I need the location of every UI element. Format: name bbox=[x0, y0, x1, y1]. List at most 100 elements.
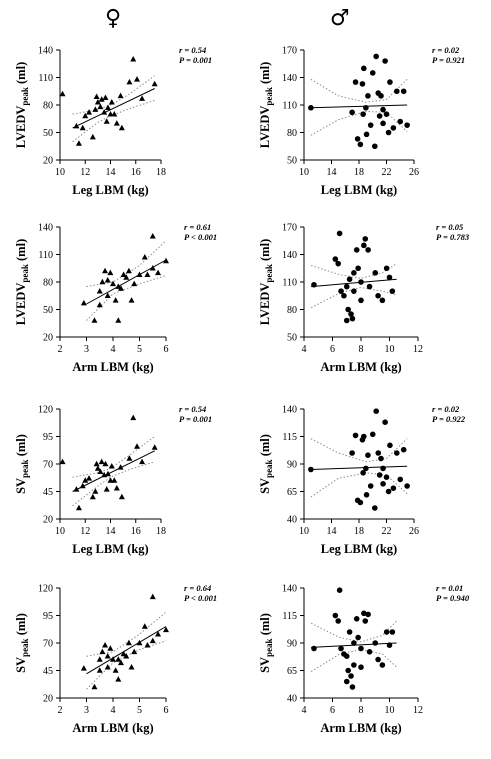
data-point bbox=[86, 109, 93, 115]
y-tick-label: 45 bbox=[43, 666, 53, 677]
male-symbol: ♂ bbox=[330, 6, 350, 31]
y-axis-label-unit: (ml) bbox=[258, 613, 272, 638]
y-axis-label-unit: (ml) bbox=[14, 62, 28, 87]
data-point bbox=[375, 292, 381, 299]
data-point bbox=[73, 486, 80, 492]
stat-p: P < 0.001 bbox=[184, 232, 217, 242]
x-axis-label: Leg LBM (kg) bbox=[72, 183, 148, 197]
x-tick-label: 16 bbox=[131, 526, 141, 537]
data-point bbox=[115, 656, 122, 662]
data-point bbox=[383, 111, 390, 117]
ci-upper-band bbox=[310, 620, 397, 643]
x-tick-label: 5 bbox=[137, 344, 142, 355]
x-tick-label: 5 bbox=[137, 705, 142, 716]
stat-p: P = 0.921 bbox=[432, 55, 465, 65]
data-point bbox=[335, 618, 342, 624]
ci-lower-band bbox=[310, 649, 397, 673]
ci-lower-band bbox=[86, 640, 167, 690]
ci-upper-band bbox=[86, 240, 167, 288]
regression-line bbox=[72, 88, 155, 129]
data-point bbox=[103, 486, 110, 492]
data-point bbox=[115, 676, 122, 682]
data-point bbox=[372, 143, 378, 150]
data-point bbox=[378, 93, 384, 99]
ci-lower-band bbox=[310, 472, 408, 498]
x-tick-label: 6 bbox=[164, 705, 169, 716]
y-axis-label: LVEDVpeak (ml) bbox=[14, 239, 30, 325]
data-point bbox=[345, 306, 351, 313]
data-point bbox=[80, 299, 87, 306]
data-point bbox=[107, 477, 114, 483]
stat-p: P < 0.001 bbox=[184, 593, 217, 603]
x-tick-label: 3 bbox=[84, 344, 89, 355]
data-point bbox=[397, 118, 404, 125]
data-point bbox=[369, 70, 376, 76]
data-point bbox=[86, 475, 93, 481]
data-point bbox=[375, 656, 381, 663]
data-point bbox=[348, 673, 354, 679]
y-tick-label: 120 bbox=[38, 584, 53, 595]
data-point bbox=[380, 120, 386, 127]
data-point bbox=[353, 616, 360, 622]
data-point bbox=[104, 664, 111, 670]
y-tick-label: 80 bbox=[43, 278, 53, 289]
data-point bbox=[387, 79, 393, 85]
data-point bbox=[94, 465, 101, 471]
data-point bbox=[385, 129, 392, 136]
x-axis-label: Arm LBM (kg) bbox=[72, 360, 153, 374]
data-point bbox=[367, 483, 374, 489]
data-point bbox=[358, 664, 364, 670]
data-point bbox=[93, 93, 100, 100]
data-point bbox=[104, 104, 111, 111]
data-point bbox=[104, 653, 111, 659]
stat-r: r = 0.02 bbox=[432, 45, 460, 55]
y-tick-label: 110 bbox=[282, 101, 297, 112]
data-point bbox=[134, 76, 141, 82]
data-point bbox=[117, 285, 124, 291]
y-axis-label: SVpeak (ml) bbox=[14, 434, 30, 494]
data-point bbox=[390, 485, 397, 492]
x-tick-label: 22 bbox=[382, 526, 392, 537]
ci-lower-band bbox=[72, 461, 155, 507]
data-point bbox=[308, 104, 314, 111]
x-tick-label: 14 bbox=[106, 526, 116, 537]
data-point bbox=[357, 499, 364, 506]
data-point bbox=[349, 109, 355, 116]
data-point bbox=[383, 629, 390, 635]
y-tick-label: 50 bbox=[43, 128, 53, 139]
data-point bbox=[155, 631, 162, 637]
stat-r: r = 0.54 bbox=[179, 404, 206, 414]
panel-4: 50 80 110 140 170 4 6 8 10 12 Arm LBM (kg) LVEDVpea… bbox=[258, 222, 470, 374]
data-point bbox=[376, 113, 383, 119]
data-point bbox=[117, 659, 124, 666]
data-point bbox=[94, 99, 101, 105]
stat-p: P = 0.001 bbox=[179, 55, 212, 65]
data-point bbox=[343, 317, 350, 324]
y-tick-label: 95 bbox=[43, 611, 53, 622]
x-axis-label: Arm LBM (kg) bbox=[320, 721, 401, 735]
x-axis-label: Arm LBM (kg) bbox=[320, 360, 401, 374]
data-point bbox=[357, 141, 364, 148]
data-point bbox=[363, 131, 370, 138]
y-axis-label-subscript: peak bbox=[264, 459, 274, 478]
data-point bbox=[113, 120, 120, 126]
data-point bbox=[365, 452, 371, 459]
data-point bbox=[308, 466, 314, 473]
data-point bbox=[104, 470, 111, 477]
data-point bbox=[352, 432, 359, 439]
x-tick-label: 26 bbox=[409, 526, 419, 537]
data-point bbox=[338, 645, 344, 652]
data-point bbox=[355, 265, 361, 272]
data-point bbox=[128, 297, 135, 303]
regression-line bbox=[86, 259, 167, 305]
data-point bbox=[389, 288, 396, 294]
x-tick-label: 10 bbox=[385, 344, 395, 355]
x-tick-label: 8 bbox=[359, 344, 364, 355]
data-point bbox=[118, 493, 125, 500]
y-tick-label: 140 bbox=[282, 250, 297, 261]
x-tick-label: 4 bbox=[302, 344, 307, 355]
data-point bbox=[372, 640, 379, 646]
data-point bbox=[349, 450, 355, 456]
y-axis-label-main: SV bbox=[258, 478, 272, 494]
